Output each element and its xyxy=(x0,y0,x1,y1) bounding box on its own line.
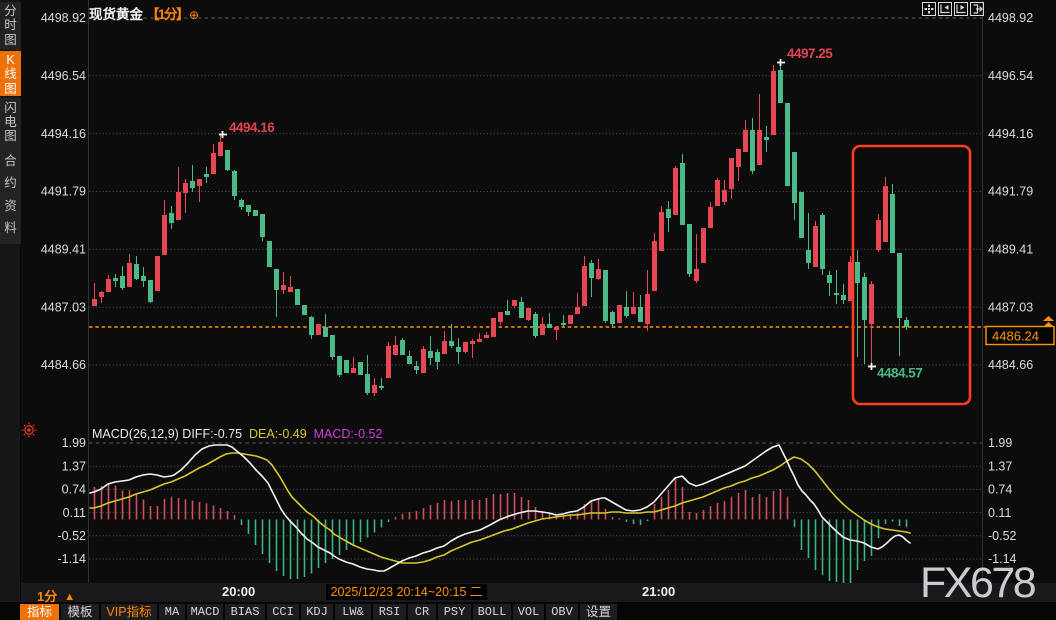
svg-text:4484.66: 4484.66 xyxy=(41,358,86,372)
svg-text:1.99: 1.99 xyxy=(988,436,1012,450)
svg-text:4498.92: 4498.92 xyxy=(988,11,1033,25)
svg-text:4484.57: 4484.57 xyxy=(877,366,922,381)
svg-text:4491.79: 4491.79 xyxy=(988,185,1033,199)
svg-text:4494.16: 4494.16 xyxy=(41,127,86,141)
svg-text:4496.54: 4496.54 xyxy=(988,69,1033,83)
svg-text:4489.41: 4489.41 xyxy=(41,243,86,257)
svg-text:4497.25: 4497.25 xyxy=(787,46,833,61)
svg-text:-0.52: -0.52 xyxy=(58,529,87,543)
svg-text:4496.54: 4496.54 xyxy=(41,69,86,83)
svg-text:-1.14: -1.14 xyxy=(58,552,87,566)
svg-text:4491.79: 4491.79 xyxy=(41,185,86,199)
svg-text:-1.14: -1.14 xyxy=(988,552,1017,566)
svg-text:4487.03: 4487.03 xyxy=(41,300,86,314)
svg-text:1.37: 1.37 xyxy=(988,459,1012,473)
svg-text:4494.16: 4494.16 xyxy=(229,120,275,135)
svg-text:4494.16: 4494.16 xyxy=(988,127,1033,141)
svg-text:0.74: 0.74 xyxy=(62,483,86,497)
svg-text:0.11: 0.11 xyxy=(988,506,1011,520)
svg-text:1.37: 1.37 xyxy=(62,459,86,473)
svg-text:4498.92: 4498.92 xyxy=(41,11,86,25)
svg-text:4484.66: 4484.66 xyxy=(988,358,1033,372)
svg-text:-0.52: -0.52 xyxy=(988,529,1017,543)
svg-text:1.99: 1.99 xyxy=(62,436,86,450)
svg-text:4487.03: 4487.03 xyxy=(988,300,1033,314)
svg-text:0.11: 0.11 xyxy=(63,506,86,520)
svg-text:4489.41: 4489.41 xyxy=(988,243,1033,257)
svg-text:4486.24: 4486.24 xyxy=(992,329,1039,344)
svg-text:0.74: 0.74 xyxy=(988,483,1012,497)
